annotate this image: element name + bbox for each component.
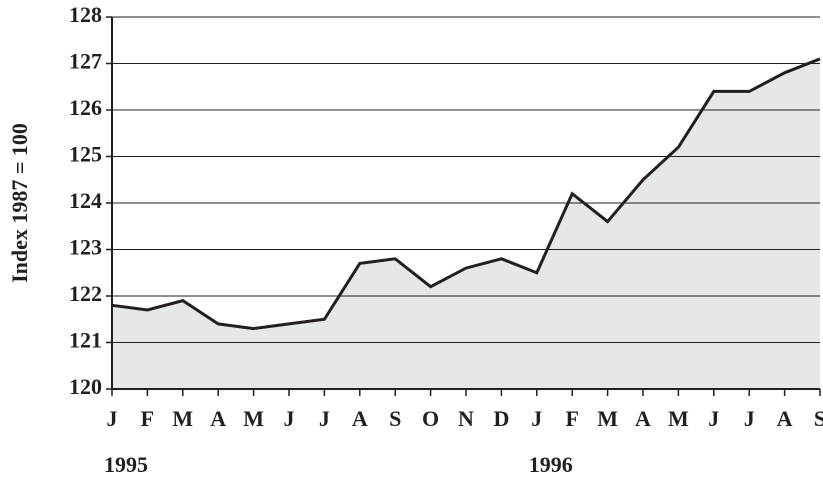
x-tick-label: A xyxy=(635,406,651,431)
x-tick-label: M xyxy=(597,406,618,431)
x-tick-label: S xyxy=(389,406,401,431)
x-tick-label: J xyxy=(744,406,755,431)
x-tick-label: A xyxy=(352,406,368,431)
y-tick-label: 121 xyxy=(69,328,102,353)
y-tick-label: 124 xyxy=(69,188,102,213)
y-tick-label: 120 xyxy=(69,374,102,399)
y-tick-label: 128 xyxy=(69,2,102,27)
year-label: 1996 xyxy=(529,452,573,477)
x-tick-label: M xyxy=(172,406,193,431)
line xyxy=(111,57,821,331)
x-tick-label: F xyxy=(565,406,578,431)
x-tick-label: J xyxy=(708,406,719,431)
x-tick-label: A xyxy=(777,406,793,431)
y-tick-label: 122 xyxy=(69,281,102,306)
x-tick-label: J xyxy=(284,406,295,431)
x-tick-label: J xyxy=(319,406,330,431)
y-tick-label: 127 xyxy=(69,49,102,74)
x-tick-label: A xyxy=(210,406,226,431)
x-tick-label: M xyxy=(243,406,264,431)
y-tick-label: 125 xyxy=(69,142,102,167)
y-tick-label: 126 xyxy=(69,95,102,120)
x-tick-label: O xyxy=(422,406,439,431)
x-tick-label: S xyxy=(814,406,823,431)
year-label: 1995 xyxy=(104,452,148,477)
y-tick-label: 123 xyxy=(69,235,102,260)
x-tick-label: J xyxy=(107,406,118,431)
y-axis-label: Index 1987 = 100 xyxy=(7,123,32,283)
x-tick-label: J xyxy=(531,406,542,431)
x-tick-label: N xyxy=(458,406,474,431)
x-tick-label: M xyxy=(668,406,689,431)
area xyxy=(112,58,820,389)
x-tick-label: F xyxy=(141,406,154,431)
x-tick-label: D xyxy=(493,406,509,431)
